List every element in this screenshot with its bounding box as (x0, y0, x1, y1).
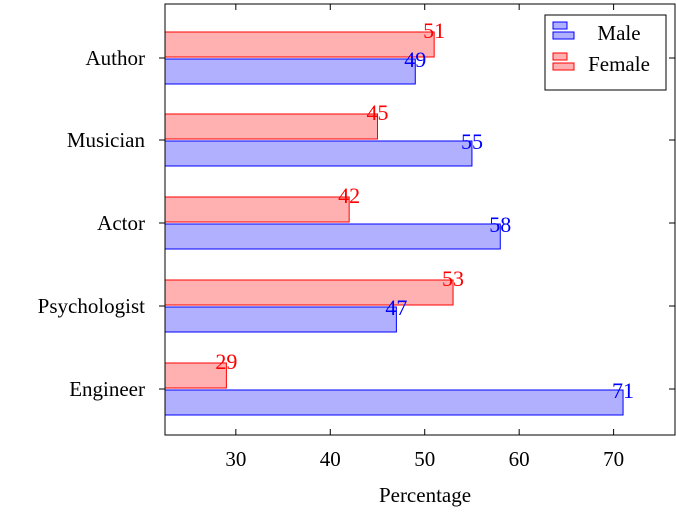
value-label-female-author: 51 (423, 18, 445, 43)
bar-female-actor (164, 196, 350, 223)
x-axis-label: Percentage (379, 483, 471, 507)
bar-female-musician (164, 113, 378, 140)
value-label-female-musician: 45 (367, 100, 389, 125)
value-label-male-engineer: 71 (612, 378, 634, 403)
value-label-male-psychologist: 47 (385, 295, 407, 320)
value-label-male-actor: 58 (489, 212, 511, 237)
bar-male-engineer (164, 389, 624, 416)
x-tick-label-30: 30 (225, 447, 246, 471)
bar-male-musician (164, 140, 473, 167)
ticks-layer (159, 4, 675, 435)
category-label-musician: Musician (67, 128, 146, 152)
category-label-actor: Actor (97, 211, 145, 235)
x-tick-label-60: 60 (509, 447, 530, 471)
category-labels-layer: Author Musician Actor Psychologist Engineer (38, 46, 146, 401)
legend-label-male: Male (597, 21, 640, 45)
bar-male-actor (164, 223, 501, 250)
value-label-male-author: 49 (404, 47, 426, 72)
x-tick-label-40: 40 (320, 447, 341, 471)
bar-female-author (164, 31, 435, 58)
bar-female-psychologist (164, 279, 454, 306)
category-label-psychologist: Psychologist (38, 294, 146, 318)
legend-swatch-male-bottom (552, 31, 575, 40)
legend-swatch-female-top (552, 52, 568, 61)
legend-swatch-female-bottom (552, 62, 575, 71)
legend-label-female: Female (588, 52, 650, 76)
category-label-author: Author (86, 46, 146, 70)
bar-male-author (164, 58, 416, 85)
x-tick-label-70: 70 (603, 447, 624, 471)
x-tick-label-50: 50 (414, 447, 435, 471)
legend-entries: Male Female (552, 21, 650, 76)
legend: Male Female (544, 14, 667, 91)
value-label-female-actor: 42 (338, 183, 360, 208)
value-label-female-psychologist: 53 (442, 266, 464, 291)
value-label-female-engineer: 29 (215, 349, 237, 374)
value-labels-layer: 51 49 45 55 42 58 53 47 29 71 (215, 18, 634, 403)
value-label-male-musician: 55 (461, 129, 483, 154)
category-label-engineer: Engineer (69, 377, 145, 401)
axis-frame (164, 3, 676, 436)
bars-layer (164, 31, 624, 416)
bar-male-psychologist (164, 306, 397, 333)
tick-labels-layer: 30 40 50 60 70 (225, 447, 624, 471)
legend-swatch-male-top (552, 21, 568, 30)
